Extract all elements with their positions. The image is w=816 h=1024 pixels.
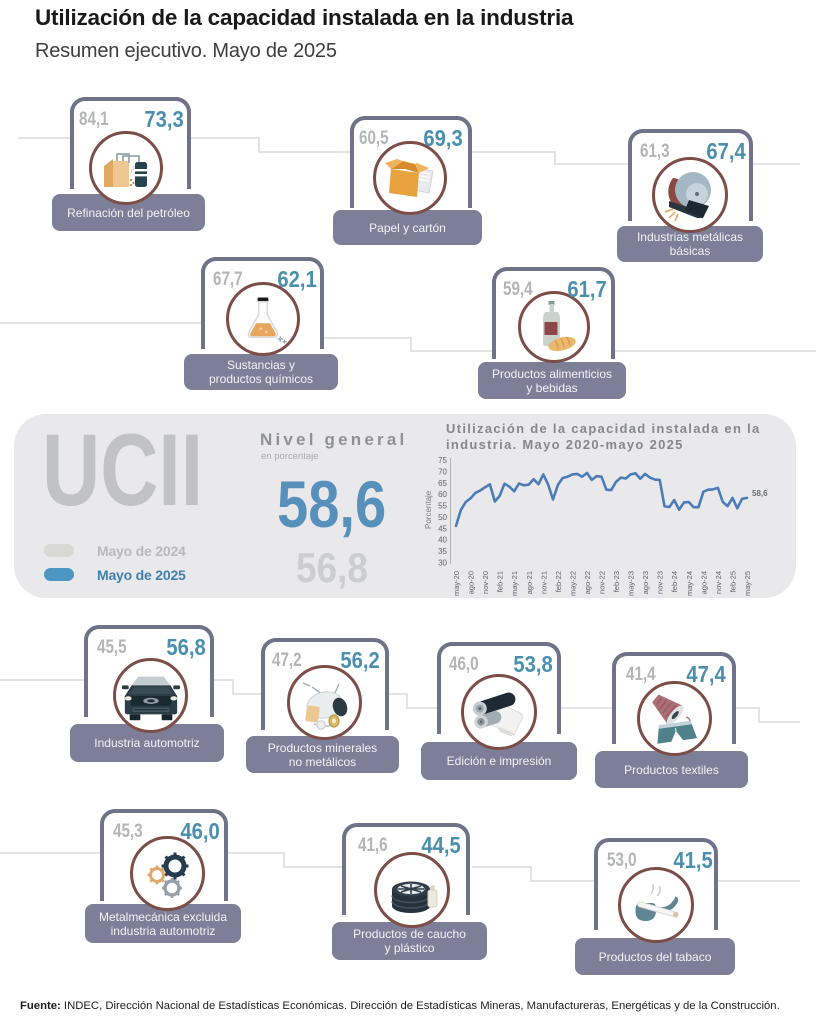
- svg-text:nov-23: nov-23: [656, 571, 665, 594]
- svg-text:may-23: may-23: [627, 571, 636, 596]
- svg-text:ago-20: ago-20: [467, 571, 476, 594]
- svg-text:75: 75: [438, 456, 447, 465]
- svg-text:30: 30: [438, 559, 447, 568]
- svg-text:65: 65: [438, 479, 447, 488]
- svg-text:ago-21: ago-21: [525, 571, 534, 594]
- svg-text:nov-24: nov-24: [714, 571, 723, 594]
- svg-text:70: 70: [438, 467, 447, 476]
- svg-text:may-25: may-25: [743, 571, 752, 596]
- svg-text:may-22: may-22: [568, 571, 577, 596]
- svg-text:feb-22: feb-22: [554, 571, 563, 592]
- svg-text:40: 40: [438, 536, 447, 545]
- svg-text:nov-20: nov-20: [481, 571, 490, 594]
- svg-text:nov-21: nov-21: [539, 571, 548, 594]
- svg-text:58,6: 58,6: [752, 489, 768, 498]
- svg-text:may-20: may-20: [452, 571, 461, 596]
- svg-text:feb-23: feb-23: [612, 571, 621, 592]
- svg-text:60: 60: [438, 490, 447, 499]
- svg-text:Porcentaje: Porcentaje: [424, 490, 433, 529]
- svg-text:may-24: may-24: [685, 571, 694, 596]
- svg-text:feb-21: feb-21: [496, 571, 505, 592]
- svg-text:nov-22: nov-22: [598, 571, 607, 594]
- svg-text:ago-22: ago-22: [583, 571, 592, 594]
- svg-text:ago-23: ago-23: [641, 571, 650, 594]
- svg-text:45: 45: [438, 524, 447, 533]
- svg-text:50: 50: [438, 513, 447, 522]
- svg-text:55: 55: [438, 502, 447, 511]
- svg-text:feb-24: feb-24: [670, 571, 679, 592]
- svg-text:35: 35: [438, 547, 447, 556]
- svg-text:feb-25: feb-25: [729, 571, 738, 592]
- svg-text:may-21: may-21: [510, 571, 519, 596]
- svg-text:ago-24: ago-24: [699, 571, 708, 594]
